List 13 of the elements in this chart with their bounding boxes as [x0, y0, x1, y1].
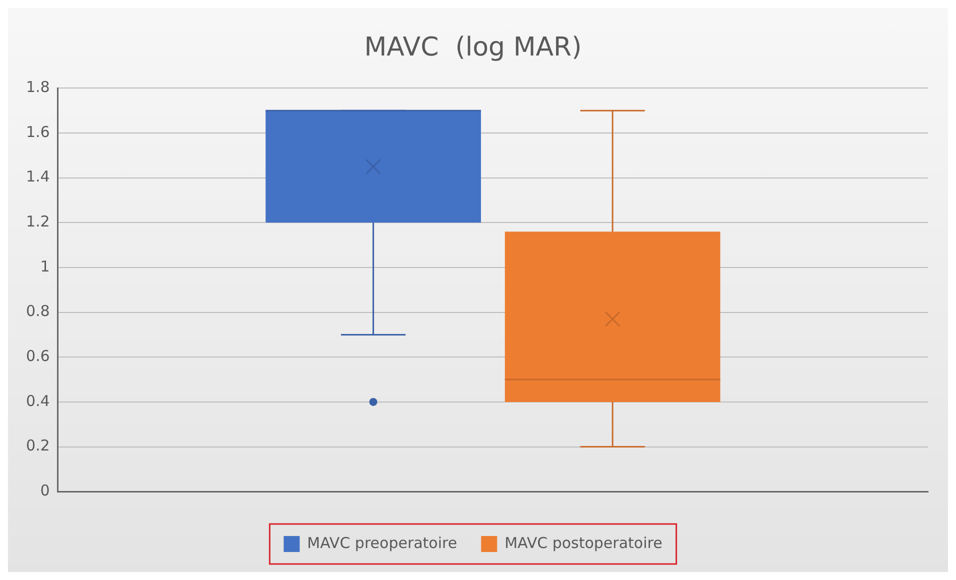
y-tick-label: 0.6 — [26, 347, 50, 366]
y-tick-label: 0.2 — [26, 436, 50, 455]
y-tick-label: 1.2 — [26, 212, 50, 231]
y-tick-label: 1.8 — [26, 78, 50, 96]
y-tick-label: 1.4 — [26, 168, 50, 186]
legend-label: MAVC preoperatoire — [307, 534, 458, 552]
chart-title: MAVC (log MAR) — [364, 32, 582, 62]
y-tick-label: 0.8 — [26, 302, 50, 320]
y-tick-label: 1.6 — [26, 122, 50, 141]
legend-label: MAVC postoperatoire — [504, 534, 662, 552]
y-tick-label: 1 — [40, 257, 50, 276]
y-tick-label: 0.4 — [26, 392, 50, 410]
y-tick-label: 0 — [40, 481, 50, 500]
